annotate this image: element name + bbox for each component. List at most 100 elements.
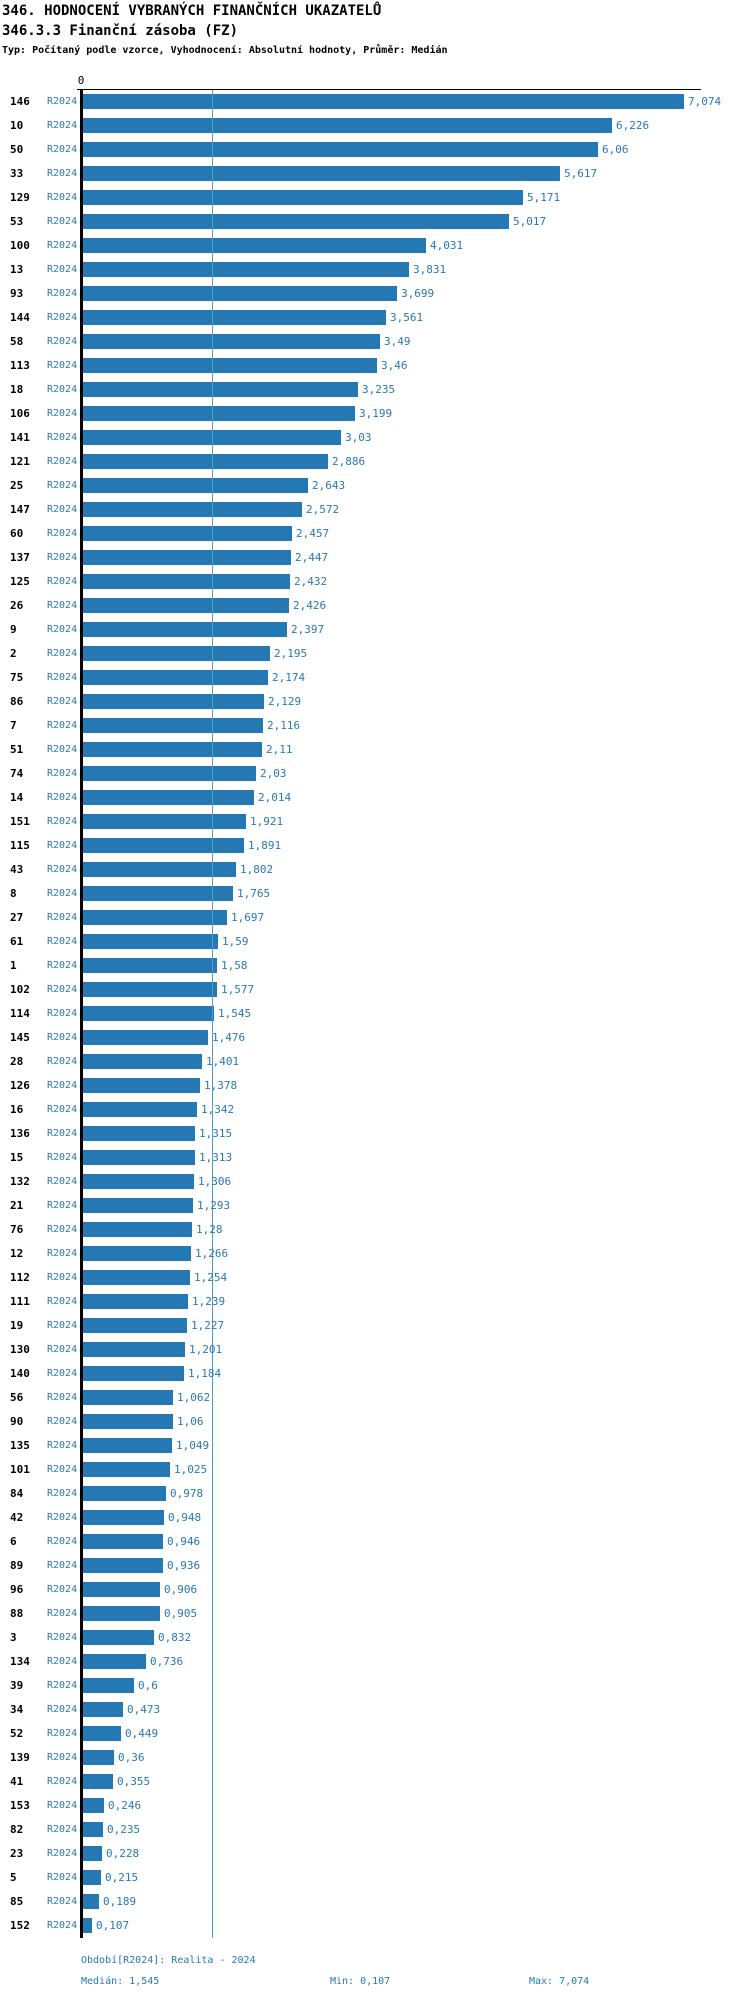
bar-row: 34 R2024 0,473 (0, 1698, 750, 1722)
row-id-label: 2 (10, 647, 17, 660)
row-id-label: 25 (10, 479, 24, 492)
bar-value-label: 1,765 (237, 887, 271, 900)
row-period-label: R2024 (47, 1896, 78, 1907)
value-bar (83, 310, 386, 325)
row-period-label: R2024 (47, 864, 78, 875)
bar-value-label: 1,545 (218, 1007, 252, 1020)
row-id-label: 7 (10, 719, 17, 732)
row-period-label: R2024 (47, 600, 78, 611)
value-bar (83, 1798, 104, 1813)
bar-value-label: 1,28 (196, 1223, 223, 1236)
bar-value-label: 5,171 (527, 191, 561, 204)
row-period-label: R2024 (47, 456, 78, 467)
bar-row: 96 R2024 0,906 (0, 1578, 750, 1602)
bar-value-label: 2,432 (294, 575, 328, 588)
row-period-label: R2024 (47, 792, 78, 803)
bar-row: 16 R2024 1,342 (0, 1098, 750, 1122)
value-bar (83, 1606, 160, 1621)
bar-value-label: 2,195 (274, 647, 308, 660)
value-bar (83, 1390, 173, 1405)
row-id-label: 3 (10, 1631, 17, 1644)
row-id-label: 53 (10, 215, 24, 228)
bar-value-label: 3,03 (345, 431, 372, 444)
value-bar (83, 1438, 172, 1453)
row-period-label: R2024 (47, 1656, 78, 1667)
row-period-label: R2024 (47, 384, 78, 395)
bar-value-label: 0,948 (168, 1511, 202, 1524)
bar-row: 153 R2024 0,246 (0, 1794, 750, 1818)
row-id-label: 10 (10, 119, 24, 132)
row-id-label: 82 (10, 1823, 24, 1836)
bar-row: 84 R2024 0,978 (0, 1482, 750, 1506)
row-id-label: 125 (10, 575, 30, 588)
row-period-label: R2024 (47, 672, 78, 683)
chart-type-line: Typ: Počítaný podle vzorce, Vyhodnocení:… (2, 45, 448, 56)
bar-row: 1 R2024 1,58 (0, 954, 750, 978)
bar-row: 9 R2024 2,397 (0, 618, 750, 642)
bar-row: 129 R2024 5,171 (0, 186, 750, 210)
row-id-label: 102 (10, 983, 30, 996)
bar-value-label: 7,074 (688, 95, 722, 108)
value-bar (83, 1318, 187, 1333)
bar-value-label: 1,315 (199, 1127, 233, 1140)
row-id-label: 144 (10, 311, 30, 324)
row-id-label: 84 (10, 1487, 24, 1500)
bar-value-label: 1,049 (176, 1439, 210, 1452)
bar-value-label: 2,11 (266, 743, 293, 756)
row-id-label: 28 (10, 1055, 24, 1068)
row-period-label: R2024 (47, 960, 78, 971)
bar-value-label: 1,401 (206, 1055, 240, 1068)
row-period-label: R2024 (47, 1536, 78, 1547)
row-id-label: 42 (10, 1511, 24, 1524)
bar-row: 130 R2024 1,201 (0, 1338, 750, 1362)
row-period-label: R2024 (47, 1800, 78, 1811)
value-bar (83, 886, 233, 901)
bar-value-label: 1,062 (177, 1391, 211, 1404)
bar-value-label: 1,577 (221, 983, 255, 996)
bar-row: 6 R2024 0,946 (0, 1530, 750, 1554)
value-bar (83, 1222, 192, 1237)
row-id-label: 23 (10, 1847, 24, 1860)
bar-value-label: 2,447 (295, 551, 329, 564)
row-id-label: 60 (10, 527, 24, 540)
row-id-label: 137 (10, 551, 30, 564)
row-period-label: R2024 (47, 1776, 78, 1787)
value-bar (83, 934, 218, 949)
row-id-label: 21 (10, 1199, 24, 1212)
row-period-label: R2024 (47, 1128, 78, 1139)
row-period-label: R2024 (47, 696, 78, 707)
value-bar (83, 1078, 200, 1093)
row-period-label: R2024 (47, 192, 78, 203)
row-period-label: R2024 (47, 1152, 78, 1163)
row-id-label: 151 (10, 815, 30, 828)
bar-row: 60 R2024 2,457 (0, 522, 750, 546)
bar-value-label: 1,891 (248, 839, 282, 852)
row-id-label: 43 (10, 863, 24, 876)
bar-row: 8 R2024 1,765 (0, 882, 750, 906)
value-bar (83, 646, 270, 661)
bar-row: 146 R2024 7,074 (0, 90, 750, 114)
row-id-label: 8 (10, 887, 17, 900)
row-period-label: R2024 (47, 840, 78, 851)
bar-row: 50 R2024 6,06 (0, 138, 750, 162)
bar-value-label: 0,189 (103, 1895, 137, 1908)
row-period-label: R2024 (47, 1920, 78, 1931)
row-id-label: 85 (10, 1895, 24, 1908)
bar-row: 139 R2024 0,36 (0, 1746, 750, 1770)
bar-value-label: 1,266 (195, 1247, 229, 1260)
row-id-label: 51 (10, 743, 24, 756)
value-bar (83, 550, 291, 565)
row-period-label: R2024 (47, 1752, 78, 1763)
bar-row: 26 R2024 2,426 (0, 594, 750, 618)
value-bar (83, 790, 254, 805)
value-bar (83, 1582, 160, 1597)
row-id-label: 39 (10, 1679, 24, 1692)
bar-value-label: 6,06 (602, 143, 629, 156)
row-period-label: R2024 (47, 648, 78, 659)
bar-value-label: 3,199 (359, 407, 393, 420)
row-period-label: R2024 (47, 144, 78, 155)
bar-value-label: 0,905 (164, 1607, 198, 1620)
row-period-label: R2024 (47, 1512, 78, 1523)
row-period-label: R2024 (47, 288, 78, 299)
